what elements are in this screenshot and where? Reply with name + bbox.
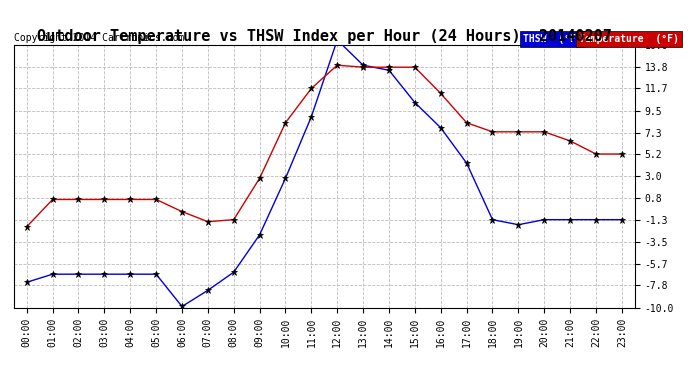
Text: Temperature  (°F): Temperature (°F) bbox=[579, 34, 679, 44]
Title: Outdoor Temperature vs THSW Index per Hour (24 Hours)  20140207: Outdoor Temperature vs THSW Index per Ho… bbox=[37, 29, 612, 44]
Text: THSW  (°F): THSW (°F) bbox=[523, 34, 582, 44]
Text: Copyright 2014 Cartronics.com: Copyright 2014 Cartronics.com bbox=[14, 33, 184, 43]
